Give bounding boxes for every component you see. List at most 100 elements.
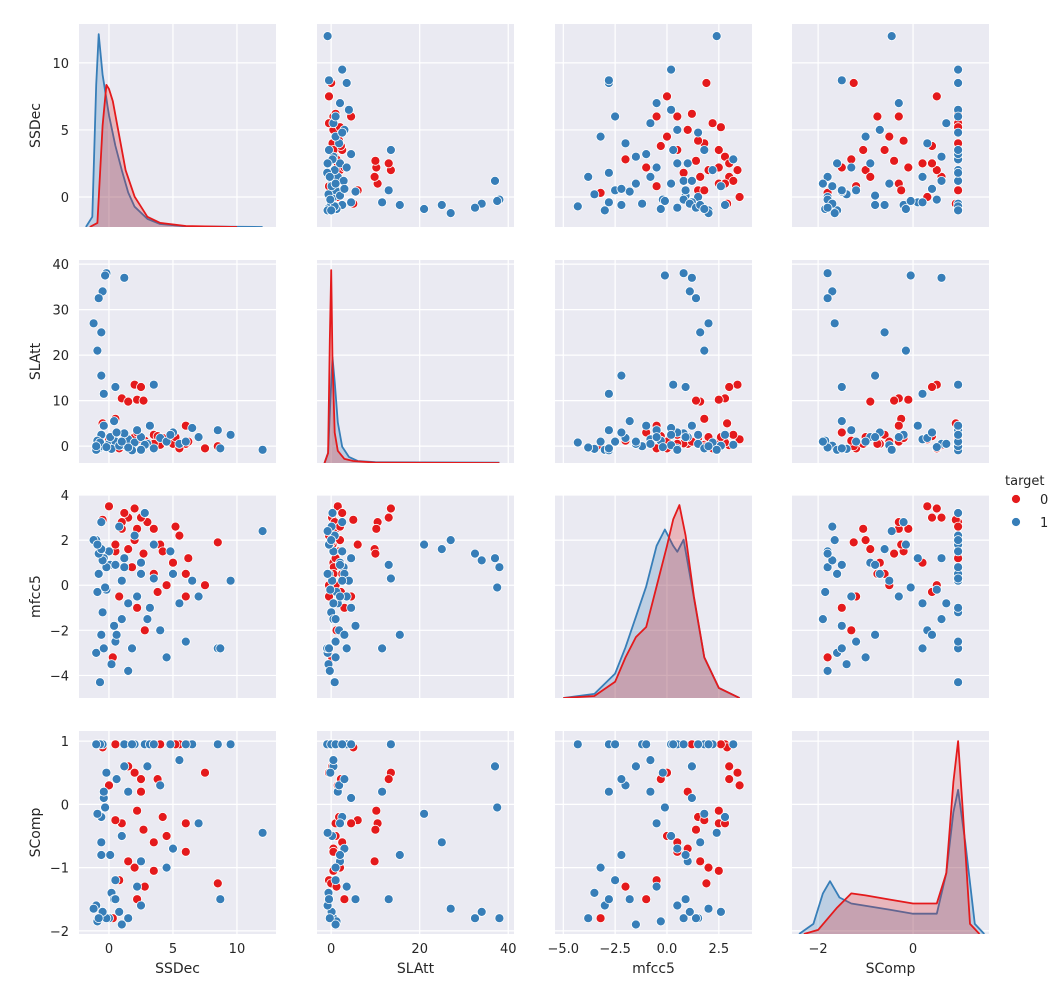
point-target-1 bbox=[645, 755, 656, 765]
point-target-0 bbox=[691, 824, 701, 835]
point-target-0 bbox=[370, 548, 381, 559]
point-target-0 bbox=[713, 145, 724, 155]
point-target-1 bbox=[720, 429, 730, 440]
point-target-1 bbox=[470, 548, 480, 559]
point-target-1 bbox=[337, 64, 348, 75]
point-target-1 bbox=[829, 208, 840, 219]
point-target-1 bbox=[836, 382, 847, 392]
point-target-1 bbox=[699, 204, 710, 214]
point-target-1 bbox=[836, 75, 847, 86]
point-target-1 bbox=[660, 270, 670, 281]
panel-SComp-vs-SLAtt bbox=[317, 731, 514, 934]
point-target-0 bbox=[152, 587, 163, 597]
legend-label-1: 1 bbox=[1040, 516, 1048, 531]
point-target-0 bbox=[110, 539, 121, 550]
point-target-1 bbox=[572, 201, 583, 212]
point-target-1 bbox=[383, 185, 394, 196]
panel-SSDec-vs-mfcc5 bbox=[555, 24, 752, 227]
point-target-1 bbox=[711, 31, 722, 41]
point-target-1 bbox=[322, 827, 333, 838]
point-target-1 bbox=[98, 420, 109, 431]
point-target-1 bbox=[818, 614, 828, 624]
point-target-1 bbox=[129, 530, 140, 541]
point-target-1 bbox=[691, 293, 701, 304]
point-target-1 bbox=[341, 643, 352, 654]
point-target-1 bbox=[728, 154, 739, 165]
point-target-0 bbox=[889, 548, 899, 559]
point-target-1 bbox=[703, 441, 714, 452]
point-target-0 bbox=[927, 382, 937, 392]
panel-mfcc5-vs-SComp bbox=[792, 494, 989, 698]
point-target-1 bbox=[893, 432, 904, 443]
point-target-0 bbox=[734, 780, 745, 791]
point-target-0 bbox=[200, 767, 210, 778]
point-target-1 bbox=[110, 560, 121, 570]
x-tick-label: 0 bbox=[327, 942, 335, 957]
panel-SLAtt-vs-mfcc5 bbox=[555, 260, 752, 463]
point-target-1 bbox=[119, 553, 130, 564]
point-target-1 bbox=[109, 620, 119, 631]
point-target-1 bbox=[711, 827, 722, 838]
point-target-1 bbox=[96, 837, 107, 848]
point-target-1 bbox=[599, 205, 610, 216]
point-target-1 bbox=[419, 539, 430, 550]
panel-marks bbox=[88, 268, 268, 456]
y-tick-label: −4 bbox=[50, 669, 69, 684]
point-target-1 bbox=[953, 420, 963, 431]
point-target-1 bbox=[142, 761, 153, 772]
point-target-1 bbox=[818, 178, 828, 189]
point-target-0 bbox=[119, 508, 130, 518]
point-target-1 bbox=[490, 175, 500, 186]
point-target-0 bbox=[371, 805, 382, 816]
point-target-1 bbox=[476, 907, 487, 917]
point-target-0 bbox=[369, 171, 380, 182]
point-target-1 bbox=[687, 761, 697, 772]
point-target-1 bbox=[144, 602, 155, 613]
point-target-1 bbox=[941, 438, 952, 449]
point-target-1 bbox=[93, 293, 104, 304]
point-target-1 bbox=[953, 127, 963, 138]
point-target-1 bbox=[329, 677, 340, 688]
point-target-1 bbox=[341, 881, 352, 892]
point-target-1 bbox=[846, 591, 857, 602]
point-target-0 bbox=[136, 786, 146, 797]
panel-SComp-vs-SSDec bbox=[79, 731, 276, 934]
point-target-0 bbox=[872, 111, 883, 122]
point-target-1 bbox=[341, 162, 352, 173]
point-target-1 bbox=[470, 913, 480, 924]
point-target-1 bbox=[111, 629, 122, 640]
point-target-0 bbox=[865, 396, 876, 407]
point-target-1 bbox=[604, 443, 614, 454]
point-target-1 bbox=[953, 379, 963, 390]
point-target-1 bbox=[328, 598, 339, 609]
point-target-1 bbox=[335, 190, 345, 201]
point-target-0 bbox=[662, 91, 672, 102]
point-target-1 bbox=[651, 98, 662, 108]
point-target-1 bbox=[699, 345, 710, 356]
point-target-1 bbox=[695, 837, 706, 848]
point-target-1 bbox=[822, 293, 833, 304]
point-target-0 bbox=[695, 856, 706, 867]
point-target-0 bbox=[370, 824, 381, 835]
point-target-0 bbox=[352, 539, 363, 550]
point-target-0 bbox=[324, 91, 334, 102]
kde-fill-0 bbox=[803, 741, 980, 934]
point-target-1 bbox=[326, 205, 337, 216]
x-tick-label: 40 bbox=[500, 942, 517, 957]
point-target-1 bbox=[604, 197, 614, 208]
point-target-1 bbox=[326, 535, 337, 545]
point-target-1 bbox=[330, 178, 341, 189]
y-tick-label: 5 bbox=[61, 124, 69, 139]
point-target-1 bbox=[836, 416, 847, 427]
panel-marks bbox=[818, 268, 963, 456]
point-target-1 bbox=[589, 189, 600, 200]
point-target-1 bbox=[225, 739, 236, 750]
point-target-1 bbox=[324, 75, 334, 86]
point-target-1 bbox=[927, 427, 937, 438]
point-target-1 bbox=[436, 837, 447, 848]
point-target-0 bbox=[732, 767, 743, 778]
panel-SComp-vs-SComp bbox=[792, 731, 989, 934]
point-target-1 bbox=[165, 429, 176, 440]
point-target-1 bbox=[818, 436, 828, 447]
panel-marks bbox=[798, 740, 985, 934]
